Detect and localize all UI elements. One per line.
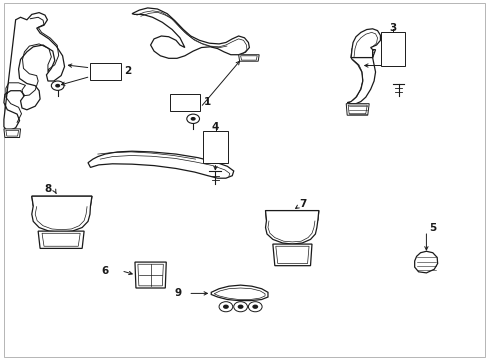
Bar xyxy=(90,63,121,80)
Polygon shape xyxy=(135,262,166,288)
Polygon shape xyxy=(4,13,64,131)
Polygon shape xyxy=(414,251,437,273)
Circle shape xyxy=(186,114,199,123)
Polygon shape xyxy=(32,196,92,232)
Bar xyxy=(381,32,404,66)
Polygon shape xyxy=(267,212,316,219)
Text: 6: 6 xyxy=(101,266,108,276)
Polygon shape xyxy=(346,58,375,104)
Polygon shape xyxy=(214,288,264,300)
Polygon shape xyxy=(265,211,318,220)
Polygon shape xyxy=(347,105,366,114)
Text: 9: 9 xyxy=(174,288,182,298)
Circle shape xyxy=(219,302,232,312)
Polygon shape xyxy=(138,264,163,286)
Polygon shape xyxy=(38,231,84,248)
Polygon shape xyxy=(34,198,90,204)
Circle shape xyxy=(252,305,258,309)
Bar xyxy=(203,131,228,163)
Text: 3: 3 xyxy=(389,23,396,33)
Polygon shape xyxy=(4,129,20,138)
Bar xyxy=(170,94,200,111)
Circle shape xyxy=(248,302,262,312)
Text: 1: 1 xyxy=(203,97,210,107)
Text: 5: 5 xyxy=(428,222,436,233)
Polygon shape xyxy=(265,211,318,244)
Polygon shape xyxy=(238,55,259,61)
Text: 8: 8 xyxy=(44,184,51,194)
Polygon shape xyxy=(211,285,267,301)
Circle shape xyxy=(51,81,64,90)
Polygon shape xyxy=(240,56,257,60)
Polygon shape xyxy=(32,196,92,206)
Polygon shape xyxy=(350,29,380,58)
Polygon shape xyxy=(42,233,80,246)
Circle shape xyxy=(190,117,195,121)
Text: 7: 7 xyxy=(299,199,306,210)
Circle shape xyxy=(223,305,228,309)
Polygon shape xyxy=(350,49,375,58)
Polygon shape xyxy=(346,104,368,115)
Circle shape xyxy=(237,305,243,309)
Circle shape xyxy=(233,302,247,312)
Polygon shape xyxy=(272,244,311,266)
Text: 4: 4 xyxy=(211,122,219,132)
Text: 2: 2 xyxy=(123,66,131,76)
Polygon shape xyxy=(88,151,233,178)
Circle shape xyxy=(55,84,60,87)
Polygon shape xyxy=(275,246,308,264)
Polygon shape xyxy=(6,130,19,136)
Polygon shape xyxy=(352,50,372,57)
Polygon shape xyxy=(132,8,249,58)
